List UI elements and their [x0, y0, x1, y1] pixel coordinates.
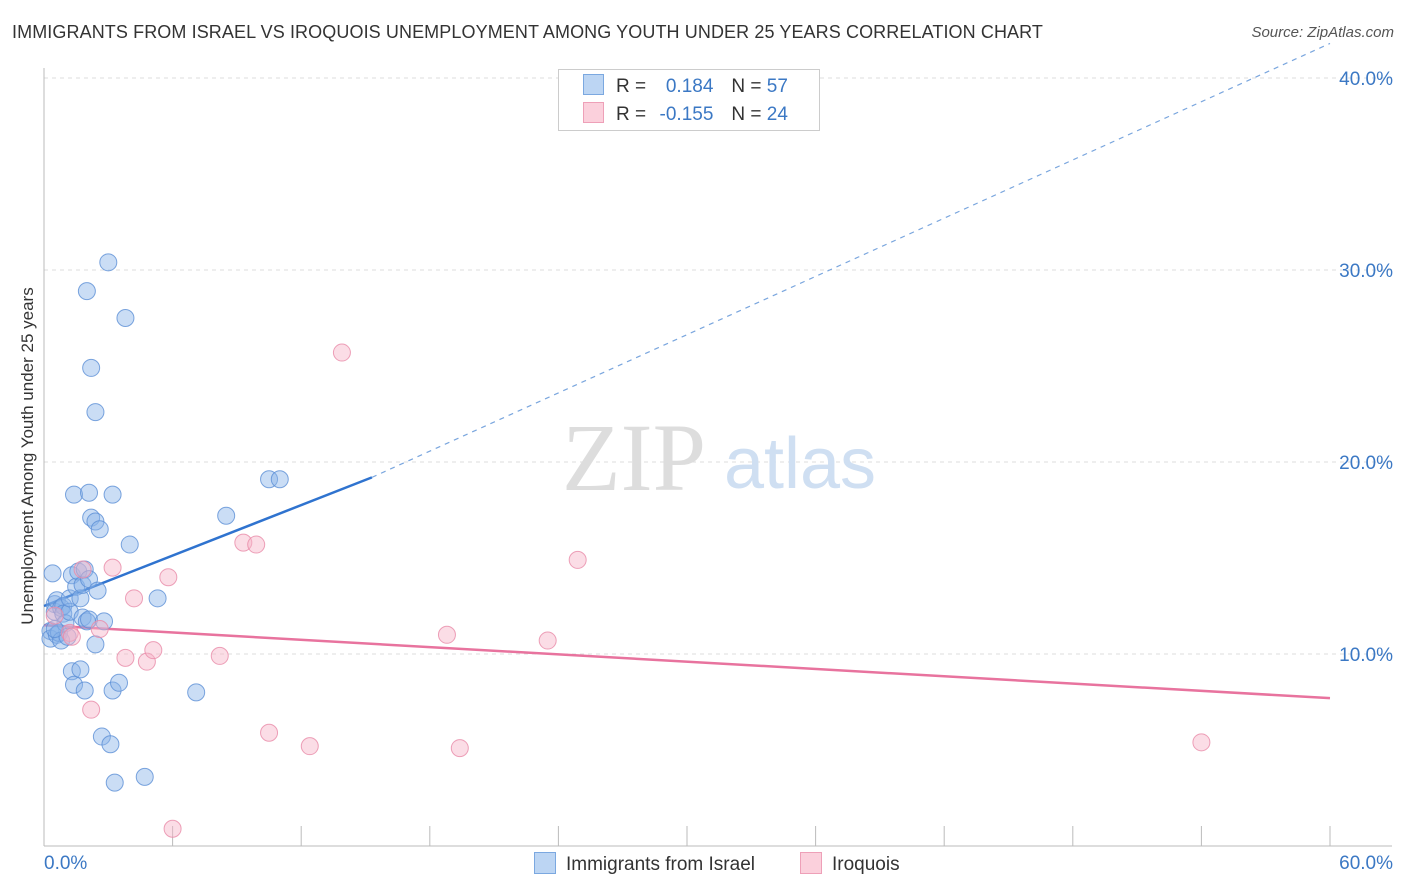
- iroquois-point: [62, 627, 81, 646]
- iroquois-point: [73, 560, 92, 579]
- watermark-zip: ZIP: [562, 404, 706, 511]
- trend-lines: [43, 42, 1331, 700]
- israel-point: [82, 358, 101, 377]
- iroquois-point: [144, 641, 163, 660]
- israel-point: [86, 403, 105, 422]
- iroquois-point: [1192, 733, 1211, 752]
- iroquois-point: [450, 739, 469, 758]
- israel-trend-extension: [371, 42, 1331, 478]
- israel-point: [80, 483, 99, 502]
- y-tick-label: 40.0%: [1339, 69, 1393, 90]
- watermark-atlas: atlas: [724, 424, 876, 504]
- iroquois-point: [103, 558, 122, 577]
- y-tick-label: 30.0%: [1339, 261, 1393, 282]
- iroquois-trend-line: [43, 623, 1331, 700]
- iroquois-point: [45, 606, 64, 625]
- israel-point: [71, 660, 90, 679]
- y-tick-label: 20.0%: [1339, 453, 1393, 474]
- israel-point: [86, 635, 105, 654]
- chart-title: IMMIGRANTS FROM ISRAEL VS IROQUOIS UNEMP…: [12, 22, 1044, 42]
- israel-point: [120, 535, 139, 554]
- iroquois-point: [437, 625, 456, 644]
- legend-item-iroquois: Iroquois: [800, 852, 900, 876]
- legend-item-israel: Immigrants from Israel: [534, 852, 755, 876]
- israel-point: [77, 282, 96, 301]
- israel-point: [148, 589, 167, 608]
- iroquois-point: [125, 589, 144, 608]
- source-label: Source: ZipAtlas.com: [1251, 24, 1394, 41]
- legend-n-label: N =: [731, 104, 762, 125]
- israel-point: [135, 767, 154, 786]
- legend-swatch-iroquois: [800, 852, 822, 874]
- israel-point: [60, 589, 79, 608]
- iroquois-point: [116, 648, 135, 667]
- israel-point: [103, 681, 122, 700]
- israel-point: [45, 620, 64, 639]
- gridlines: [44, 77, 1392, 655]
- israel-point: [65, 675, 84, 694]
- legend-n-label: N =: [731, 76, 762, 97]
- israel-point: [90, 520, 109, 539]
- legend-r-label: R =: [616, 104, 647, 125]
- iroquois-point: [568, 550, 587, 569]
- iroquois-point: [210, 646, 229, 665]
- legend-r-label: R =: [616, 76, 647, 97]
- israel-point: [110, 673, 129, 692]
- y-tick-label: 10.0%: [1339, 645, 1393, 666]
- legend-r-value: -0.155: [659, 104, 714, 125]
- israel-point: [99, 253, 118, 272]
- israel-point: [43, 564, 62, 583]
- tick-labels: 10.0% 20.0% 30.0% 40.0% 0.0% 60.0%: [44, 69, 1393, 874]
- israel-trend-line: [43, 476, 373, 608]
- legend-n-value: 57: [766, 76, 788, 97]
- x-tick-label: 60.0%: [1339, 853, 1393, 874]
- correlation-legend: R = 0.184 N = 57 R = -0.155 N = 24: [558, 69, 820, 131]
- legend-swatch-israel: [534, 852, 556, 874]
- legend-swatch-israel: [583, 74, 604, 95]
- legend-swatch-iroquois: [583, 102, 604, 123]
- israel-point: [71, 589, 90, 608]
- legend-label-israel: Immigrants from Israel: [566, 854, 755, 875]
- israel-point: [105, 773, 124, 792]
- x-tick-label: 0.0%: [44, 853, 87, 874]
- israel-point: [88, 581, 107, 600]
- israel-point: [65, 485, 84, 504]
- israel-point: [75, 681, 94, 700]
- iroquois-point: [247, 535, 266, 554]
- iroquois-point: [538, 631, 557, 650]
- data-points: [41, 253, 1211, 838]
- israel-point: [270, 470, 289, 489]
- israel-point: [116, 309, 135, 327]
- iroquois-point: [300, 737, 319, 756]
- legend-label-iroquois: Iroquois: [832, 854, 900, 875]
- iroquois-point: [159, 568, 178, 587]
- legend-row-israel: R = 0.184 N = 57: [583, 74, 788, 98]
- israel-point: [187, 683, 206, 702]
- legend-row-iroquois: R = -0.155 N = 24: [583, 102, 788, 126]
- iroquois-point: [260, 723, 279, 742]
- iroquois-point: [90, 620, 109, 639]
- iroquois-point: [163, 819, 182, 838]
- israel-point: [260, 470, 279, 489]
- y-axis-label: Unemployment Among Youth under 25 years: [18, 287, 37, 625]
- legend-n-value: 24: [766, 104, 788, 125]
- israel-point: [103, 485, 122, 504]
- iroquois-point: [82, 700, 101, 719]
- watermark: ZIP atlas: [562, 404, 876, 511]
- iroquois-point: [332, 343, 351, 362]
- israel-point: [101, 735, 120, 754]
- iroquois-point: [137, 652, 156, 671]
- legend-r-value: 0.184: [665, 76, 714, 97]
- axes: [43, 68, 1392, 847]
- israel-point: [217, 506, 236, 525]
